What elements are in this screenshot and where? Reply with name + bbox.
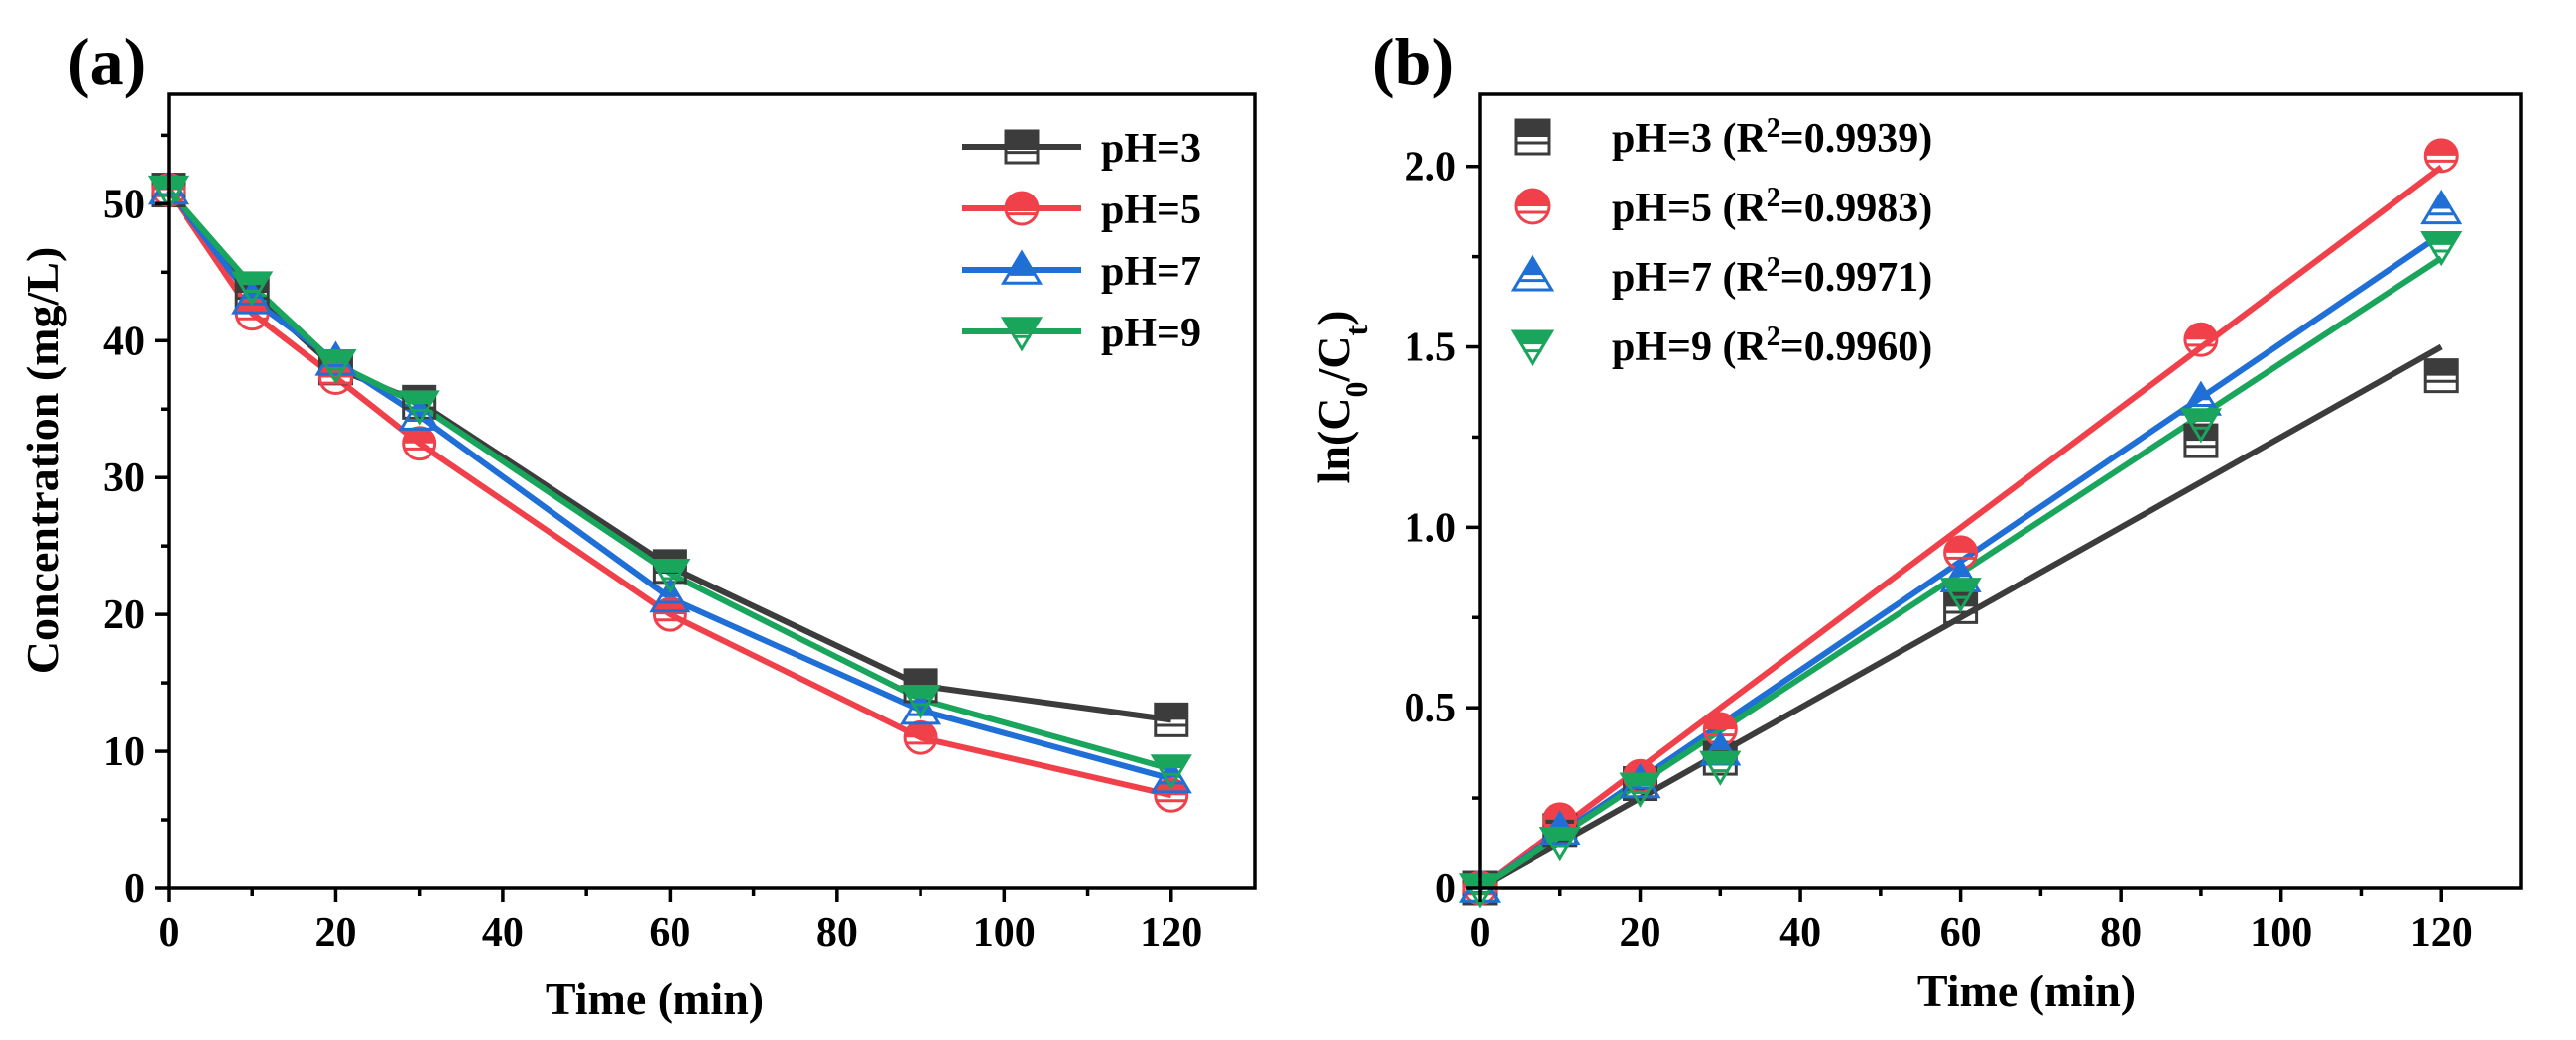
data-point-pH=9: [231, 271, 274, 307]
panel-b-x-tick-label: 40: [1779, 910, 1821, 956]
data-point-pH=7: [2420, 189, 2463, 225]
panel-a-y-tick-label: 40: [103, 319, 145, 364]
panel-a-y-tick-label: 10: [103, 729, 145, 775]
series-line-pH=7: [166, 188, 1172, 782]
panel-a-x-tick-label: 60: [649, 910, 690, 956]
panel-b-y-tick-label: 0.5: [1405, 686, 1457, 731]
panel-b-legend: pH=3 (R2=0.9939) pH=5 (R2=0.9983) pH=7 (R2…: [1510, 113, 1932, 371]
legend-item-pH=9: pH=9 (R2=0.9960): [1510, 322, 1932, 371]
legend-marker: [1510, 329, 1555, 367]
legend-item-pH=7: pH=7: [962, 249, 1201, 295]
legend-marker: [1004, 191, 1040, 226]
panel-a-y-tick-label: 30: [103, 455, 145, 501]
fit-line-pH=3: [1478, 343, 2443, 891]
data-point-pH=9: [1939, 578, 1982, 613]
legend-label: pH=5: [1101, 188, 1201, 233]
legend-item-pH=7: pH=7 (R2=0.9971): [1510, 252, 1932, 302]
panel-b-plot-frame: [1478, 92, 2523, 890]
data-point-pH=9: [1150, 754, 1192, 790]
panel-a-x-axis-title: Time (min): [546, 974, 764, 1024]
legend-label: pH=3 (R2=0.9939): [1612, 113, 1932, 163]
panel-b-y-tick-label: 2.0: [1405, 145, 1457, 191]
panel-a-y-tick-label: 0: [124, 866, 145, 912]
data-point-pH=9: [314, 349, 357, 385]
data-point-pH=9: [1538, 827, 1581, 862]
legend-item-pH=3: pH=3: [962, 126, 1201, 172]
panel-b-x-tick-label: 80: [2100, 910, 2142, 956]
data-point-pH=5: [402, 426, 437, 461]
panel-b-y-axis-title: ln(C0/Ct): [1308, 311, 1374, 484]
legend-item-pH=3: pH=3 (R2=0.9939): [1514, 113, 1932, 163]
panel-a-x-tick-label: 80: [816, 910, 858, 956]
panel-b-y-tick-label: 1.5: [1405, 325, 1457, 371]
legend-label: pH=5 (R2=0.9983): [1612, 183, 1932, 232]
panel-a-y-tick-label: 20: [103, 592, 145, 638]
legend-item-pH=9: pH=9: [962, 311, 1201, 356]
panel-a-x-tick-label: 20: [314, 910, 356, 956]
panel-a-series-markers: [147, 170, 1192, 813]
data-point-pH=9: [649, 559, 691, 594]
legend-marker: [1510, 254, 1555, 292]
panel-a-x-tick-label: 100: [973, 910, 1036, 956]
panel-b-tick-labels: 0 20 40 60 80 100 120 0 0.5 1.0 1.5 2.0: [1405, 145, 2473, 956]
panel-b-x-tick-label: 60: [1940, 910, 1982, 956]
legend-label: pH=3: [1101, 126, 1201, 172]
panel-b-kinetics-chart: (b) 0 20 40 60 80 100 120 0 0.5 1.0 1.5 2.0 Time (m…: [1308, 24, 2523, 1016]
panel-a-concentration-chart: (a) 0 20 40 60 80 100 120 0 10 20 30 40 50 Time (min…: [17, 24, 1257, 1024]
panel-a-y-axis-title: Concentration (mg/L): [17, 247, 67, 675]
legend-marker: [1514, 118, 1551, 156]
panel-b-y-tick-label: 1.0: [1405, 505, 1457, 551]
panel-a-y-tick-label: 50: [103, 182, 145, 227]
panel-a-x-tick-label: 40: [482, 910, 524, 956]
data-point-pH=5: [2423, 138, 2459, 174]
panel-a-legend: pH=3 pH=5 pH=7 pH=9: [962, 126, 1201, 356]
legend-marker: [1514, 188, 1551, 225]
legend-marker: [1000, 249, 1043, 285]
panel-b-x-axis-title: Time (min): [1917, 966, 2136, 1016]
legend-label: pH=7: [1101, 249, 1201, 295]
data-point-pH=3: [1154, 702, 1189, 737]
legend-item-pH=5: pH=5: [962, 188, 1201, 233]
data-point-pH=5: [2183, 322, 2219, 357]
panel-a-label: (a): [67, 24, 146, 99]
data-point-pH=9: [2179, 408, 2222, 444]
data-point-pH=9: [2420, 231, 2463, 267]
legend-marker: [1000, 317, 1043, 352]
panel-b-y-tick-label: 0: [1435, 866, 1456, 912]
data-point-pH=9: [1699, 750, 1742, 786]
legend-item-pH=5: pH=5 (R2=0.9983): [1514, 183, 1932, 232]
panel-b-x-tick-label: 120: [2410, 910, 2473, 956]
data-point-pH=3: [2423, 358, 2459, 394]
panel-b-axes: [1466, 92, 2523, 902]
data-point-pH=9: [398, 390, 440, 426]
panel-a-x-tick-label: 0: [159, 910, 180, 956]
data-point-pH=9: [900, 684, 942, 720]
legend-label: pH=7 (R2=0.9971): [1612, 252, 1932, 302]
panel-b-series-markers: [1458, 138, 2463, 909]
series-line-pH=5: [166, 188, 1172, 799]
panel-b-label: (b): [1372, 24, 1454, 99]
legend-label: pH=9 (R2=0.9960): [1612, 322, 1932, 371]
series-line-pH=9: [166, 188, 1172, 772]
panel-b-x-tick-label: 20: [1620, 910, 1661, 956]
panel-a-x-tick-label: 120: [1140, 910, 1202, 956]
data-point-pH=5: [903, 719, 938, 755]
panel-a-axes: [155, 92, 1257, 902]
legend-label: pH=9: [1101, 311, 1201, 356]
panel-a-tick-labels: 0 20 40 60 80 100 120 0 10 20 30 40 50: [103, 182, 1202, 956]
panel-a-series-lines: [166, 188, 1172, 799]
data-point-pH=9: [1619, 772, 1661, 808]
legend-marker: [1004, 129, 1040, 165]
panel-a-plot-frame: [167, 92, 1257, 890]
panel-b-x-tick-label: 100: [2250, 910, 2312, 956]
panel-b-x-tick-label: 0: [1470, 910, 1491, 956]
